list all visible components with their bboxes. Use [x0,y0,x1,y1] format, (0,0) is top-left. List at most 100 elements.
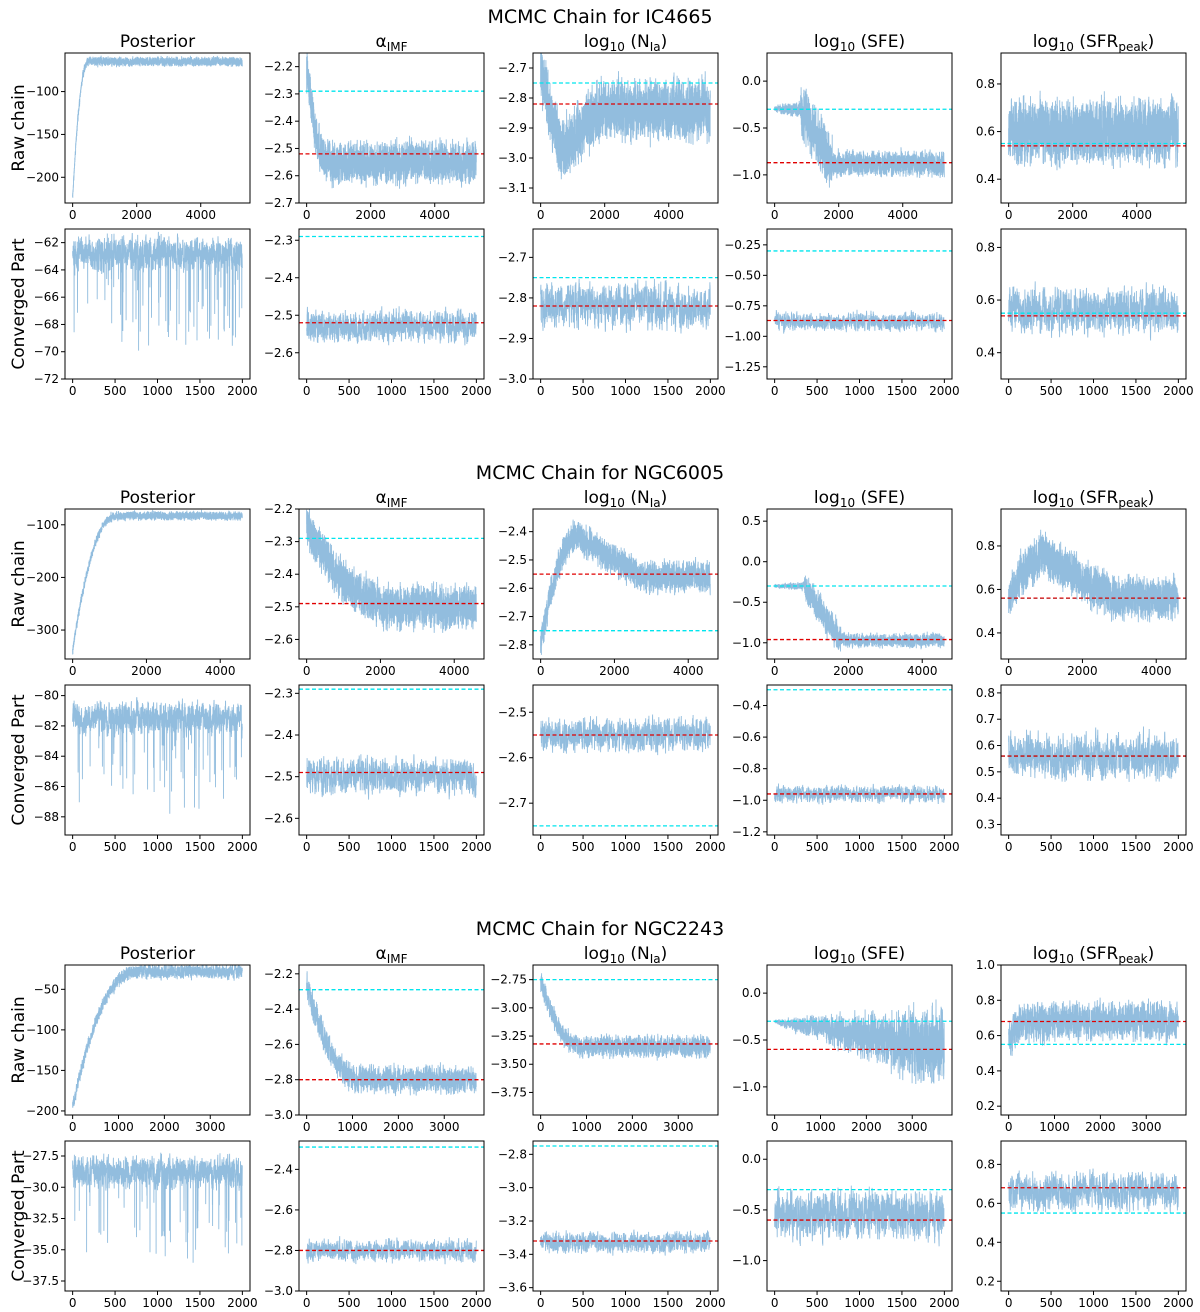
x-tick-label: 3000 [195,1120,226,1134]
y-tick-label: −150 [26,1063,59,1077]
x-tick-label: 0 [1005,1120,1013,1134]
x-tick-label: 2000 [227,1296,258,1310]
x-tick-label: 500 [104,1296,127,1310]
x-tick-label: 2000 [851,1120,882,1134]
x-tick-label: 2000 [823,208,854,222]
trace-panel: −2.2 −2.4 −2.6 −2.8 −3.0 0 1000 2000 3000 [264,964,485,1134]
chain-trace [72,509,243,655]
x-tick-label: 1500 [653,840,684,854]
x-tick-label: 500 [572,1296,595,1310]
x-tick-label: 0 [69,1296,77,1310]
x-tick-label: 4000 [887,208,918,222]
trace-panel: 0.8 0.6 0.4 0 500 1000 1500 2000 [976,228,1194,398]
x-tick-label: 1000 [805,1120,836,1134]
y-tick-label: 0.0 [742,555,761,569]
x-tick-label: 2000 [461,840,492,854]
y-tick-label: −2.9 [498,121,527,135]
x-tick-label: 0 [537,1120,545,1134]
x-tick-label: 500 [338,840,361,854]
y-tick-label: −0.25 [724,238,761,252]
y-tick-label: −2.6 [264,1203,293,1217]
y-tick-label: −2.8 [498,291,527,305]
axes-frame [64,52,251,204]
y-tick-label: −0.5 [732,1033,761,1047]
trace-panel: −100 −150 −200 0 2000 4000 [26,52,251,222]
column-title: αIMF [375,488,407,510]
row-label: Converged Part [9,694,29,826]
trace-panel: −80 −82 −84 −86 −88 0 500 1000 1500 2000 [34,684,258,854]
x-tick-label: 0 [69,208,77,222]
x-tick-label: 2000 [589,208,620,222]
y-tick-label: 0.8 [976,1157,995,1171]
y-tick-label: −1.0 [732,168,761,182]
x-tick-label: 0 [771,208,779,222]
y-tick-label: −2.5 [264,770,293,784]
y-tick-label: −3.00 [490,1001,527,1015]
y-tick-label: −1.00 [724,329,761,343]
y-tick-label: −66 [34,290,59,304]
trace-panel: −2.5 −2.6 −2.7 0 500 1000 1500 2000 [498,684,726,854]
y-tick-label: −150 [26,127,59,141]
x-tick-label: 500 [572,840,595,854]
x-tick-label: 2000 [695,384,726,398]
x-tick-label: 0 [1005,664,1013,678]
y-tick-label: −200 [26,1104,59,1118]
y-tick-label: −2.6 [498,581,527,595]
y-tick-label: 0.3 [976,817,995,831]
x-tick-label: 2000 [227,840,258,854]
trace-panel: 0.5 0.0 −0.5 −1.0 0 2000 4000 [732,508,953,678]
chain-trace [540,53,711,180]
axes-frame [298,228,485,380]
x-tick-label: 2000 [121,208,152,222]
y-tick-label: −2.2 [264,967,293,981]
x-tick-label: 0 [537,840,545,854]
y-tick-label: 0.6 [976,739,995,753]
x-tick-label: 1500 [185,840,216,854]
y-tick-label: −64 [34,263,59,277]
column-title: log10 (NIa) [584,32,668,54]
chain-trace [1008,1168,1179,1214]
y-tick-label: −2.6 [264,1037,293,1051]
axes-frame [766,52,953,204]
y-tick-label: −2.8 [498,1147,527,1161]
trace-panel: 0.0 −0.5 −1.0 0 500 1000 1500 2000 [732,1140,960,1310]
x-tick-label: 4000 [185,208,216,222]
y-tick-label: −35.0 [22,1243,59,1257]
chain-trace [774,575,945,652]
x-tick-label: 0 [303,1120,311,1134]
y-tick-label: −1.0 [732,1080,761,1094]
trace-panel: −100 −200 −300 0 2000 4000 [26,508,251,678]
x-tick-label: 2000 [149,1120,180,1134]
x-tick-label: 4000 [673,664,704,678]
trace-panel: 0.8 0.7 0.6 0.5 0.4 0.3 0 500 1000 1500 2000 [976,684,1194,854]
y-tick-label: −200 [26,170,59,184]
x-tick-label: 2000 [1163,840,1194,854]
x-tick-label: 1000 [1078,384,1109,398]
trace-panel: 0.8 0.6 0.4 0 2000 4000 [976,508,1187,678]
chain-trace [1008,997,1179,1056]
trace-panel: −2.4 −2.5 −2.6 −2.7 −2.8 0 2000 4000 [498,508,719,678]
chain-trace [1008,90,1179,171]
x-tick-label: 2000 [1085,1120,1116,1134]
x-tick-label: 1500 [1121,384,1152,398]
column-title: log10 (NIa) [584,944,668,966]
x-tick-label: 0 [1005,208,1013,222]
axes-frame [1000,964,1187,1116]
y-tick-label: −3.0 [498,151,527,165]
x-tick-label: 3000 [429,1120,460,1134]
trace-panel: −2.8 −3.0 −3.2 −3.4 −3.6 0 500 1000 1500 2000 [498,1140,726,1310]
chain-trace [540,519,711,655]
x-tick-label: 0 [303,384,311,398]
y-tick-label: −2.4 [264,271,293,285]
y-tick-label: 0.6 [976,582,995,596]
y-tick-label: −2.3 [264,686,293,700]
x-tick-label: 0 [1005,1296,1013,1310]
row-label: Raw chain [9,540,29,627]
x-tick-label: 2000 [617,1120,648,1134]
y-tick-label: −200 [26,570,59,584]
chain-trace [306,509,477,633]
x-tick-label: 2000 [461,384,492,398]
x-tick-label: 500 [338,384,361,398]
y-tick-label: −2.8 [498,91,527,105]
y-tick-label: −2.7 [498,796,527,810]
